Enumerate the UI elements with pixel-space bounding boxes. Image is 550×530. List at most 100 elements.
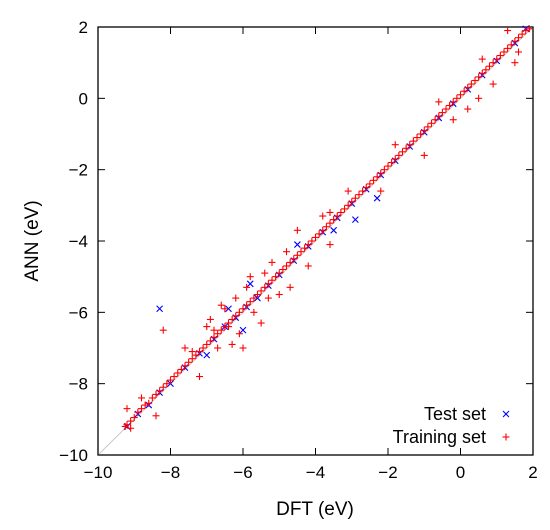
legend-test-x	[502, 410, 510, 418]
training-set-point	[493, 55, 501, 63]
test-set-point	[167, 380, 174, 388]
test-set-point	[203, 351, 211, 359]
training-set-point	[293, 226, 301, 234]
training-set-point	[127, 424, 135, 432]
test-set-point	[225, 305, 232, 313]
training-set-point	[156, 387, 164, 395]
training-set-point	[399, 148, 406, 156]
training-set-point	[344, 187, 352, 195]
training-set-point	[123, 405, 131, 413]
y-tick-label: −2	[69, 161, 88, 180]
training-set-point	[293, 251, 301, 259]
legend-marker-test-set	[502, 410, 510, 418]
training-set-point	[431, 116, 439, 124]
training-set-point	[275, 291, 283, 298]
test-set-point	[293, 241, 301, 248]
training-set-point	[435, 98, 443, 106]
training-set-point	[268, 276, 276, 284]
test-set-point-b	[351, 216, 359, 223]
training-set-point	[341, 205, 348, 213]
training-set-point	[308, 237, 316, 245]
training-set-point	[228, 340, 236, 348]
training-set-point	[413, 134, 421, 142]
training-set-point	[449, 98, 457, 106]
training-set-point	[464, 105, 472, 113]
training-set-point	[511, 37, 519, 45]
training-set-point	[518, 30, 526, 38]
training-set-point	[159, 383, 167, 391]
training-set-point	[453, 94, 461, 102]
axis-ticks: −10 −8 −6 −4 −2 0 2 −10 −8 −6 −4 −2 0 2	[59, 18, 538, 482]
test-set-point-b	[156, 305, 164, 313]
test-set-point	[246, 280, 254, 288]
x-tick-label: −2	[378, 463, 397, 482]
training-set-point	[438, 109, 446, 117]
test-set-point-b	[246, 280, 254, 288]
training-set-point	[525, 25, 533, 33]
training-set-point	[188, 355, 196, 363]
training-set-point	[210, 333, 218, 341]
training-set-point	[275, 269, 283, 277]
training-set-point	[504, 27, 512, 35]
training-set-point	[127, 417, 135, 425]
training-set-point	[420, 126, 428, 134]
data-points	[121, 25, 533, 432]
training-set-point	[304, 262, 312, 270]
training-set-point	[239, 305, 247, 313]
training-set-point	[243, 283, 251, 291]
training-set-point	[507, 41, 515, 49]
training-set-point	[362, 184, 370, 191]
training-set-point	[380, 166, 388, 174]
training-set-point	[428, 119, 435, 127]
training-set-point	[235, 308, 243, 316]
training-set-point	[232, 312, 240, 320]
training-set-point	[377, 169, 385, 177]
training-set-point	[355, 191, 363, 199]
training-set-point	[384, 162, 392, 170]
y-tick-label: −6	[69, 303, 88, 322]
training-set-point	[496, 52, 504, 60]
test-set-point-b	[239, 326, 247, 334]
training-set-point	[138, 394, 145, 402]
legend: Test set Training set	[393, 404, 510, 447]
training-set-point	[366, 180, 374, 188]
training-set-point	[286, 258, 294, 266]
legend-label-test-set: Test set	[424, 404, 486, 424]
training-set-point	[489, 80, 497, 88]
training-set-point	[489, 59, 497, 67]
training-set-point	[192, 351, 200, 359]
training-set-point	[239, 344, 247, 352]
legend-marker-training-set	[502, 433, 510, 441]
training-set-point	[333, 212, 341, 220]
training-set-point	[297, 248, 305, 256]
training-set-point	[210, 326, 218, 334]
training-set-point	[319, 226, 327, 234]
x-tick-label: 0	[456, 463, 465, 482]
test-set-point-b	[293, 241, 301, 248]
training-set-point	[417, 130, 425, 138]
training-set-point	[286, 283, 294, 291]
training-set-point	[243, 301, 251, 309]
training-set-point	[391, 155, 399, 163]
test-set-point	[254, 294, 261, 302]
training-set-point	[206, 315, 214, 323]
training-set-point	[141, 401, 149, 409]
training-set-point	[322, 223, 330, 231]
training-set-point	[409, 137, 417, 145]
training-set-point	[359, 187, 367, 195]
training-set-point	[177, 365, 185, 373]
training-set-point	[330, 216, 338, 224]
test-set-point-b	[203, 351, 211, 359]
training-set-point	[196, 348, 203, 356]
training-set-point	[482, 66, 490, 74]
training-set-point	[449, 116, 457, 124]
training-set-point	[264, 280, 272, 288]
training-set-point	[261, 269, 269, 277]
training-set-point	[228, 315, 236, 323]
x-tick-label: −8	[161, 463, 180, 482]
training-set-point	[196, 373, 203, 381]
training-set-point	[478, 55, 486, 63]
training-set-point	[232, 294, 240, 302]
test-set-point	[156, 305, 164, 313]
